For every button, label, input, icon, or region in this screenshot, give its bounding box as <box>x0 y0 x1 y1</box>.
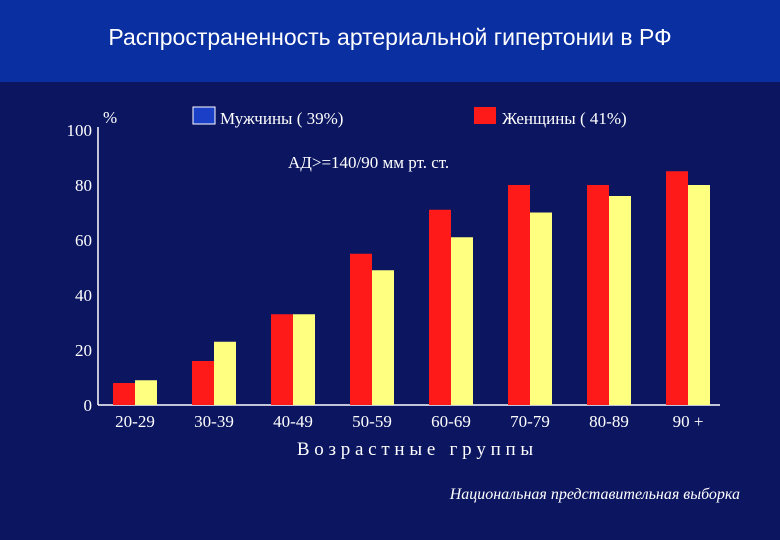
y-axis-unit: % <box>103 108 117 127</box>
bar-female-1 <box>192 361 214 405</box>
bar-female-0 <box>113 383 135 405</box>
bar-female-4 <box>429 209 451 405</box>
bar-male-7 <box>688 185 710 405</box>
x-axis-ticks: 20-29 30-39 40-49 50-59 60-69 70-79 80-89 90 + <box>115 412 703 431</box>
x-axis-title: В о з р а с т н ы е г р у п п ы <box>297 439 534 460</box>
bar-male-2 <box>293 314 315 405</box>
chart-subtitle: АД>=140/90 мм рт. ст. <box>288 153 449 172</box>
y-tick-label: 60 <box>75 231 92 250</box>
legend-male-swatch <box>192 106 216 125</box>
bars <box>113 171 710 405</box>
bar-male-6 <box>609 196 631 405</box>
bar-female-3 <box>350 253 372 405</box>
x-tick-label: 50-59 <box>352 412 392 431</box>
y-tick-label: 80 <box>75 176 92 195</box>
x-tick-label: 20-29 <box>115 412 155 431</box>
bar-male-0 <box>135 380 157 405</box>
y-tick-label: 0 <box>84 396 93 415</box>
x-tick-label: 90 + <box>673 412 704 431</box>
bar-male-3 <box>372 270 394 405</box>
x-tick-label: 70-79 <box>510 412 550 431</box>
bar-female-5 <box>508 185 530 405</box>
bar-female-7 <box>666 171 688 405</box>
y-tick-label: 100 <box>67 121 93 140</box>
legend-male-label: Мужчины ( 39%) <box>220 109 343 128</box>
bar-male-1 <box>214 341 236 405</box>
x-tick-label: 40-49 <box>273 412 313 431</box>
page-title: Распространенность артериальной гипертон… <box>108 24 672 50</box>
y-tick-label: 40 <box>75 286 92 305</box>
bar-female-6 <box>587 185 609 405</box>
y-axis: 0 20 40 60 80 100 <box>67 121 93 415</box>
legend-female-swatch <box>474 107 496 124</box>
title-banner <box>0 0 780 82</box>
legend: Мужчины ( 39%) Женщины ( 41%) <box>192 106 627 128</box>
x-tick-label: 30-39 <box>194 412 234 431</box>
y-tick-label: 20 <box>75 341 92 360</box>
x-tick-label: 80-89 <box>589 412 629 431</box>
bar-female-2 <box>271 314 293 405</box>
bar-male-5 <box>530 212 552 405</box>
bar-male-4 <box>451 237 473 405</box>
footnote: Национальная представительная выборка <box>449 486 740 503</box>
x-tick-label: 60-69 <box>431 412 471 431</box>
legend-female-label: Женщины ( 41%) <box>502 109 627 128</box>
